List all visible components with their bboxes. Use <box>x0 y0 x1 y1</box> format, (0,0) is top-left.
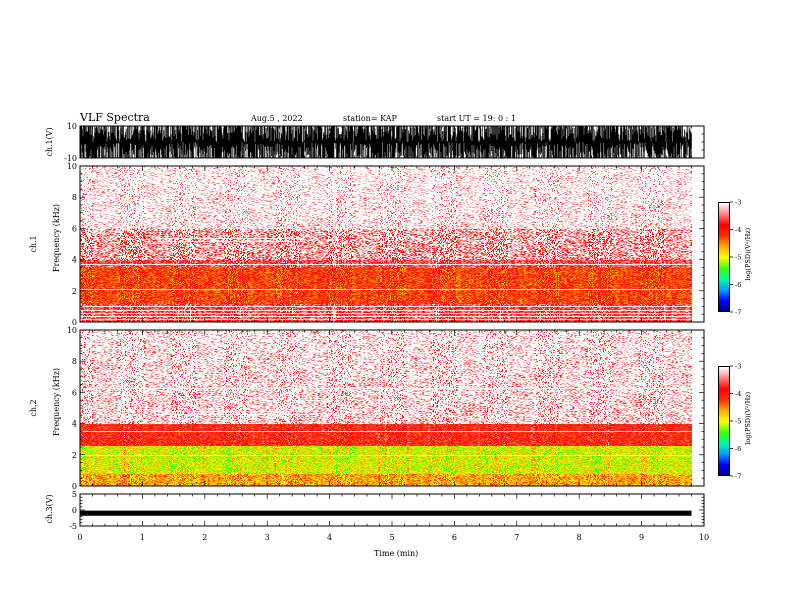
ch1-spectrogram-ylabel-1: ch.1 <box>29 235 38 253</box>
ch2-spectrogram-ytick-label: 4 <box>72 420 77 429</box>
x-tick-label: 0 <box>77 533 82 542</box>
x-tick-label: 1 <box>140 533 145 542</box>
ch1-spectrogram-frame <box>79 165 705 323</box>
ch1-waveform-trace <box>79 126 692 158</box>
ch1-waveform-ytick-label: -10 <box>64 154 77 163</box>
ch3-waveform-ytick-label: 5 <box>72 490 77 499</box>
ch2-colorbar-tick-label: -6 <box>735 445 741 453</box>
ch2-colorbar-tick-label: -7 <box>735 473 741 481</box>
x-tick-label: 9 <box>639 533 644 542</box>
ch1-colorbar-tick-label: -4 <box>735 226 741 234</box>
ch1-colorbar-tick-label: -6 <box>735 281 741 289</box>
ch3-waveform-ylabel: ch.3(V) <box>45 494 54 524</box>
ch2-colorbar-tick-label: -5 <box>735 418 741 426</box>
x-tick-label: 8 <box>577 533 582 542</box>
ch2-colorbar-tick-label: -3 <box>735 363 741 371</box>
ch3-waveform-ytick-label: -5 <box>69 522 77 531</box>
ch1-colorbar-tick-label: -3 <box>735 199 741 207</box>
ch2-spectrogram-ytick-label: 6 <box>72 388 77 397</box>
ch2-spectrogram-frame <box>79 329 705 487</box>
x-tick-label: 4 <box>327 533 332 542</box>
ch2-colorbar-label: log(PSD)(V²/Hz) <box>743 391 752 445</box>
ch1-spectrogram-ylabel-2: Frequency (kHz) <box>52 203 61 273</box>
ch1-spectrogram-ytick-label: 4 <box>72 256 77 265</box>
x-tick-label: 2 <box>202 533 207 542</box>
ch2-colorbar-tick-label: -4 <box>735 390 741 398</box>
ch2-spectrogram-ylabel-1: ch.2 <box>29 399 38 417</box>
ch1-colorbar-label: log(PSD)(V²/Hz) <box>743 227 752 281</box>
ch1-spectrogram-ytick-label: 8 <box>72 193 77 202</box>
ch2-colorbar <box>718 366 730 476</box>
ch1-spectrogram-ytick-label: 6 <box>72 224 77 233</box>
ch2-spectrogram-ytick-label: 10 <box>67 326 77 335</box>
x-tick-label: 7 <box>514 533 519 542</box>
ch2-spectrogram-ytick-label: 2 <box>72 451 77 460</box>
date-label: Aug.5 , 2022 <box>251 114 303 123</box>
ch2-spectrogram-image <box>80 330 704 486</box>
x-tick-label: 6 <box>452 533 457 542</box>
ch2-spectrogram-ytick-label: 0 <box>72 482 77 491</box>
station-label: station= KAP <box>343 114 397 123</box>
ch1-spectrogram-image <box>80 166 704 322</box>
x-tick-label: 10 <box>699 533 709 542</box>
x-tick-label: 5 <box>389 533 394 542</box>
figure-title: VLF Spectra <box>80 111 150 124</box>
start-time-label: start UT = 19: 0 : 1 <box>437 114 516 123</box>
ch2-spectrogram-ytick-label: 8 <box>72 357 77 366</box>
ch1-spectrogram-ytick-label: 2 <box>72 287 77 296</box>
ch2-spectrogram-ylabel-2: Frequency (kHz) <box>52 367 61 437</box>
ch1-waveform-ylabel: ch.1(V) <box>45 127 54 157</box>
ch1-spectrogram-ytick-label: 10 <box>67 162 77 171</box>
ch1-spectrogram-ytick-label: 0 <box>72 318 77 327</box>
ch3-waveform-trace <box>80 510 692 516</box>
x-axis-label: Time (min) <box>374 549 419 558</box>
x-tick-label: 3 <box>265 533 270 542</box>
ch1-colorbar <box>718 202 730 312</box>
ch1-waveform-ytick-label: 10 <box>67 122 77 131</box>
ch1-colorbar-tick-label: -7 <box>735 309 741 317</box>
ch3-waveform-ytick-label: 0 <box>72 506 77 515</box>
ch1-colorbar-tick-label: -5 <box>735 254 741 262</box>
